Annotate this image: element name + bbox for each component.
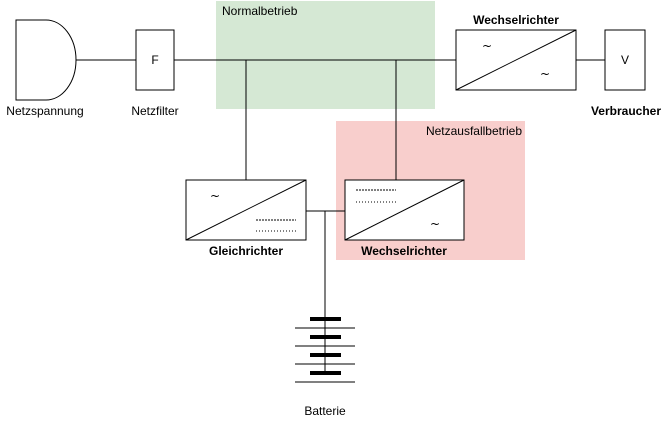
filter-box bbox=[135, 29, 175, 91]
zone-normal-label: Normalbetrieb bbox=[222, 4, 298, 18]
source-shape bbox=[15, 19, 77, 101]
battery-icon bbox=[295, 317, 355, 383]
consumer-symbol: V bbox=[621, 53, 629, 67]
backup-inverter-ac-symbol: ~ bbox=[430, 217, 440, 231]
battery-label: Batterie bbox=[304, 404, 346, 418]
filter-label: Netzfilter bbox=[131, 104, 178, 118]
rectifier-diagonal bbox=[185, 179, 307, 241]
main-inverter-ac-symbol-top: ~ bbox=[482, 39, 492, 53]
rectifier-ac-symbol: ~ bbox=[210, 189, 220, 203]
zone-normal-operation bbox=[216, 1, 435, 109]
source-label: Netzspannung bbox=[6, 104, 83, 118]
main-inverter-ac-symbol-bottom: ~ bbox=[540, 67, 550, 81]
rectifier-label: Gleichrichter bbox=[209, 244, 283, 258]
main-inverter-diagonal bbox=[455, 29, 577, 91]
main-inverter-label: Wechselrichter bbox=[473, 13, 559, 27]
consumer-box bbox=[604, 29, 646, 91]
zone-outage-label: Netzausfallbetrieb bbox=[426, 124, 522, 138]
filter-symbol: F bbox=[151, 53, 158, 67]
backup-inverter-label: Wechselrichter bbox=[361, 244, 447, 258]
backup-inverter-diagonal bbox=[344, 179, 465, 241]
consumer-label: Verbraucher bbox=[591, 104, 661, 118]
